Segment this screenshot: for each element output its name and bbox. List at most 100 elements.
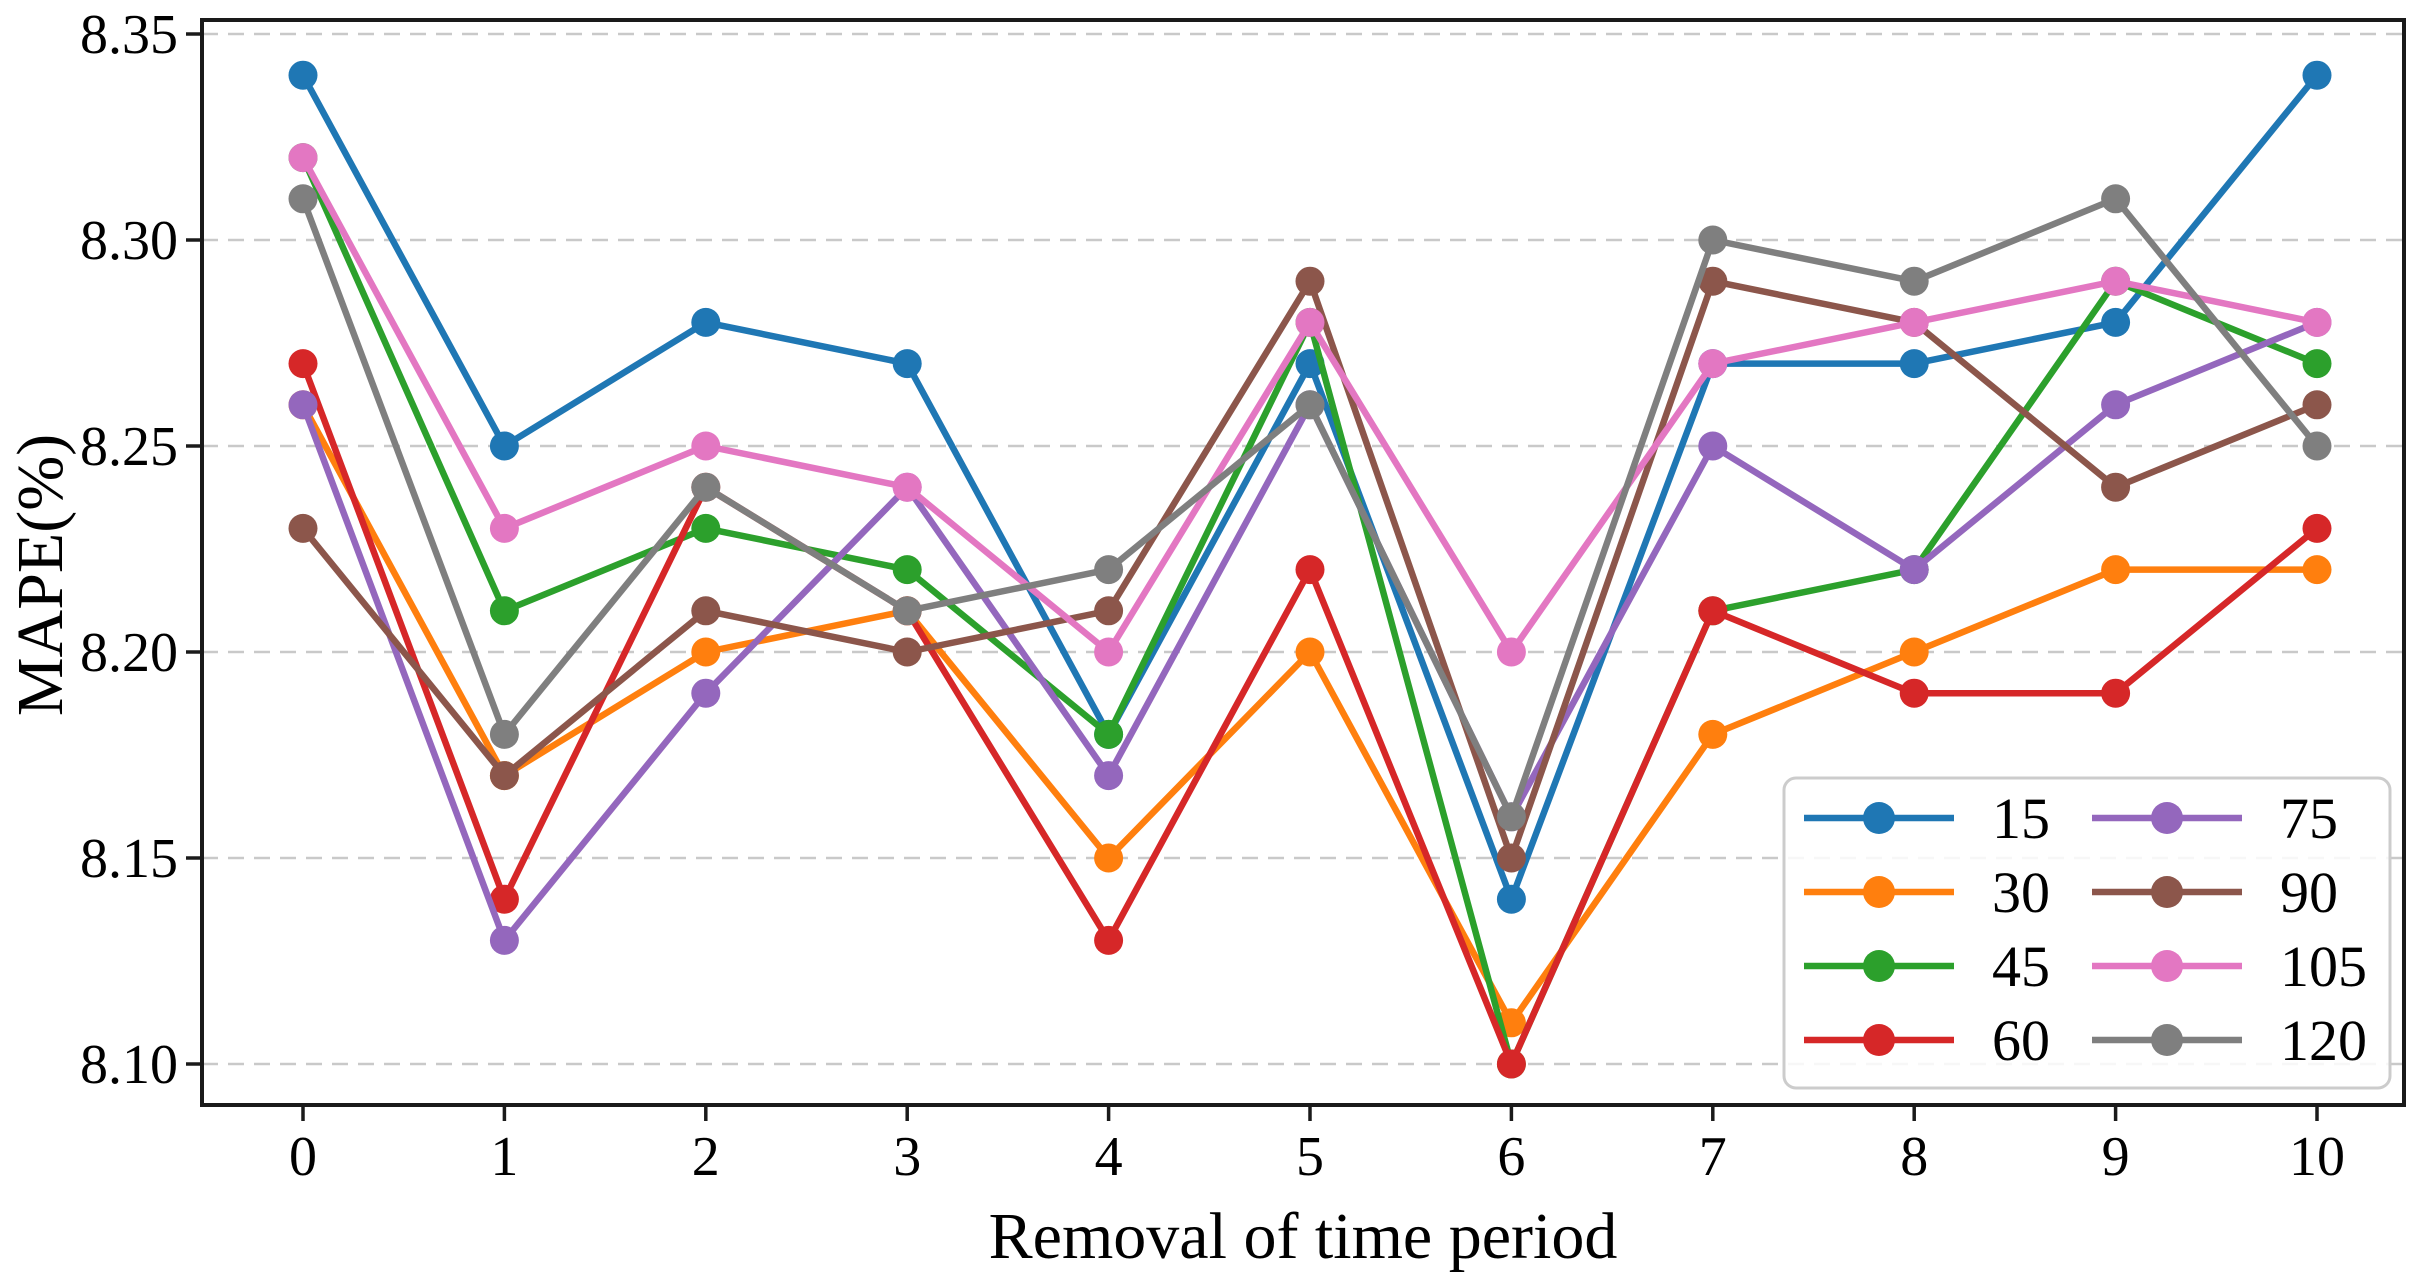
data-point-marker-75 [288,390,318,420]
data-point-marker-15 [1899,349,1929,379]
data-point-marker-15 [1496,884,1526,914]
data-point-marker-105 [1094,637,1124,667]
data-point-marker-45 [2302,349,2332,379]
x-tick-label: 0 [289,1126,317,1188]
data-point-marker-75 [1899,555,1929,585]
data-point-marker-120 [1295,390,1325,420]
data-point-marker-105 [691,431,721,461]
x-axis-title: Removal of time period [989,1200,1618,1273]
data-point-marker-30 [691,637,721,667]
y-axis-title: MAPE(%) [4,434,77,716]
data-point-marker-30 [1295,637,1325,667]
data-point-marker-105 [288,143,318,173]
data-point-marker-120 [1698,225,1728,255]
data-point-marker-30 [1698,719,1728,749]
data-point-marker-45 [1094,719,1124,749]
plot-frame [200,18,2406,1107]
data-point-marker-60 [2101,678,2131,708]
data-point-marker-60 [2302,513,2332,543]
data-point-marker-90 [691,596,721,626]
data-point-marker-75 [489,925,519,955]
legend-sample-marker-120 [2151,1024,2183,1056]
y-tick-label: 8.10 [80,1034,178,1096]
x-tick-label: 2 [692,1126,720,1188]
axes-frame-layer [186,18,2406,1121]
data-point-marker-45 [489,596,519,626]
x-tick-label: 1 [490,1126,518,1188]
data-point-marker-90 [2302,390,2332,420]
data-point-marker-120 [1899,266,1929,296]
data-point-marker-105 [1295,307,1325,337]
data-point-marker-75 [1094,761,1124,791]
x-tick-label: 5 [1296,1126,1324,1188]
data-point-marker-120 [1094,555,1124,585]
data-point-marker-105 [2302,307,2332,337]
legend-sample-marker-30 [1863,876,1895,908]
y-tick-label: 8.20 [80,622,178,684]
x-tick-label: 4 [1095,1126,1123,1188]
data-point-marker-60 [1094,925,1124,955]
x-tick-label: 3 [893,1126,921,1188]
data-point-marker-60 [1496,1049,1526,1079]
data-point-marker-120 [2302,431,2332,461]
data-point-marker-60 [288,349,318,379]
data-point-marker-90 [1698,266,1728,296]
legend-label-60: 60 [1992,1008,2050,1073]
data-point-marker-60 [1295,555,1325,585]
data-point-marker-105 [1698,349,1728,379]
data-point-marker-90 [2101,472,2131,502]
data-point-marker-105 [489,513,519,543]
legend-label-75: 75 [2280,786,2338,851]
legend-sample-marker-75 [2151,802,2183,834]
y-tick-label: 8.15 [80,828,178,890]
data-point-marker-75 [1698,431,1728,461]
legend-sample-marker-60 [1863,1024,1895,1056]
data-point-marker-120 [691,472,721,502]
data-point-marker-60 [1899,678,1929,708]
legend: 15 30 45 60 75 90 105 120 [1782,776,2392,1090]
x-tick-label: 7 [1699,1126,1727,1188]
data-point-marker-30 [1899,637,1929,667]
data-point-marker-60 [489,884,519,914]
data-point-marker-15 [892,349,922,379]
data-point-marker-90 [1295,266,1325,296]
legend-label-90: 90 [2280,860,2338,925]
data-point-marker-120 [892,596,922,626]
data-point-marker-75 [2101,390,2131,420]
data-point-marker-105 [892,472,922,502]
legend-box [1782,776,2392,1090]
data-point-marker-105 [1496,637,1526,667]
data-point-marker-30 [2101,555,2131,585]
legend-sample-marker-15 [1863,802,1895,834]
data-point-marker-60 [1698,596,1728,626]
data-point-marker-15 [2302,60,2332,90]
legend-label-30: 30 [1992,860,2050,925]
legend-sample-marker-90 [2151,876,2183,908]
data-point-marker-75 [691,678,721,708]
legend-sample-marker-105 [2151,950,2183,982]
series-layer [288,60,2332,1079]
data-point-marker-120 [1496,802,1526,832]
y-tick-label: 8.30 [80,210,178,272]
x-tick-label: 8 [1900,1126,1928,1188]
data-point-marker-15 [489,431,519,461]
data-point-marker-15 [2101,307,2131,337]
data-point-marker-105 [1899,307,1929,337]
x-tick-label: 9 [2102,1126,2130,1188]
data-point-marker-90 [288,513,318,543]
data-point-marker-15 [288,60,318,90]
x-tick-label: 10 [2289,1126,2345,1188]
data-point-marker-90 [1496,843,1526,873]
legend-label-120: 120 [2280,1008,2367,1073]
data-point-marker-45 [691,513,721,543]
data-point-marker-90 [1094,596,1124,626]
data-point-marker-90 [892,637,922,667]
data-point-marker-120 [288,184,318,214]
data-point-marker-105 [2101,266,2131,296]
data-point-marker-30 [2302,555,2332,585]
x-tick-label: 6 [1497,1126,1525,1188]
data-point-marker-120 [489,719,519,749]
tick-labels-layer: 8.108.158.208.258.308.350 1 2 3 4 5 6 7 8 9 10 [80,4,2345,1188]
